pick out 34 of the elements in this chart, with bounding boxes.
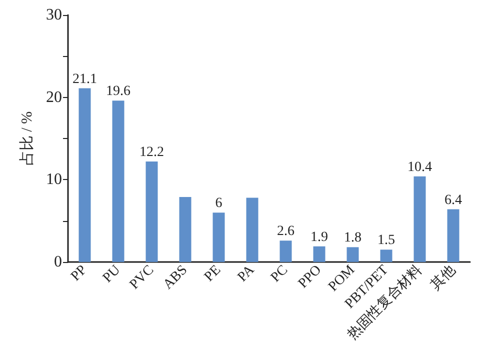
data-label: 19.6 bbox=[106, 84, 130, 100]
data-label: 6.4 bbox=[444, 192, 462, 208]
data-label: 2.6 bbox=[277, 224, 294, 240]
x-tick-label: PPO bbox=[296, 262, 325, 292]
bar bbox=[380, 250, 392, 262]
bar bbox=[447, 209, 460, 262]
bar bbox=[414, 176, 426, 262]
x-tick-label: PE bbox=[202, 262, 224, 285]
bar bbox=[112, 100, 124, 262]
bar bbox=[346, 247, 359, 262]
bar bbox=[313, 246, 326, 262]
y-tick-label: 0 bbox=[54, 254, 62, 270]
y-axis-title: 占比 / % bbox=[18, 111, 36, 166]
data-label: 1.9 bbox=[310, 230, 328, 245]
bar bbox=[179, 196, 192, 262]
x-tick-label: PA bbox=[235, 262, 258, 286]
bar bbox=[212, 212, 225, 262]
data-label: 12.2 bbox=[140, 145, 164, 160]
bar bbox=[78, 88, 91, 262]
bar bbox=[146, 162, 158, 262]
bar bbox=[246, 198, 258, 262]
x-tick-label: PP bbox=[68, 262, 90, 284]
x-tick-label: 其他 bbox=[427, 262, 459, 294]
data-label: 10.4 bbox=[408, 160, 432, 175]
y-tick-label: 30 bbox=[46, 6, 62, 24]
data-label: 21.1 bbox=[72, 72, 97, 87]
data-label: 1.8 bbox=[344, 230, 362, 246]
x-tick-label: PU bbox=[100, 262, 124, 286]
bar bbox=[280, 240, 292, 262]
y-tick-label: 20 bbox=[46, 88, 62, 106]
data-label: 6 bbox=[215, 196, 222, 212]
x-tick-label: PC bbox=[268, 262, 292, 286]
y-tick-label: 10 bbox=[46, 171, 62, 188]
data-label: 1.5 bbox=[378, 233, 395, 248]
